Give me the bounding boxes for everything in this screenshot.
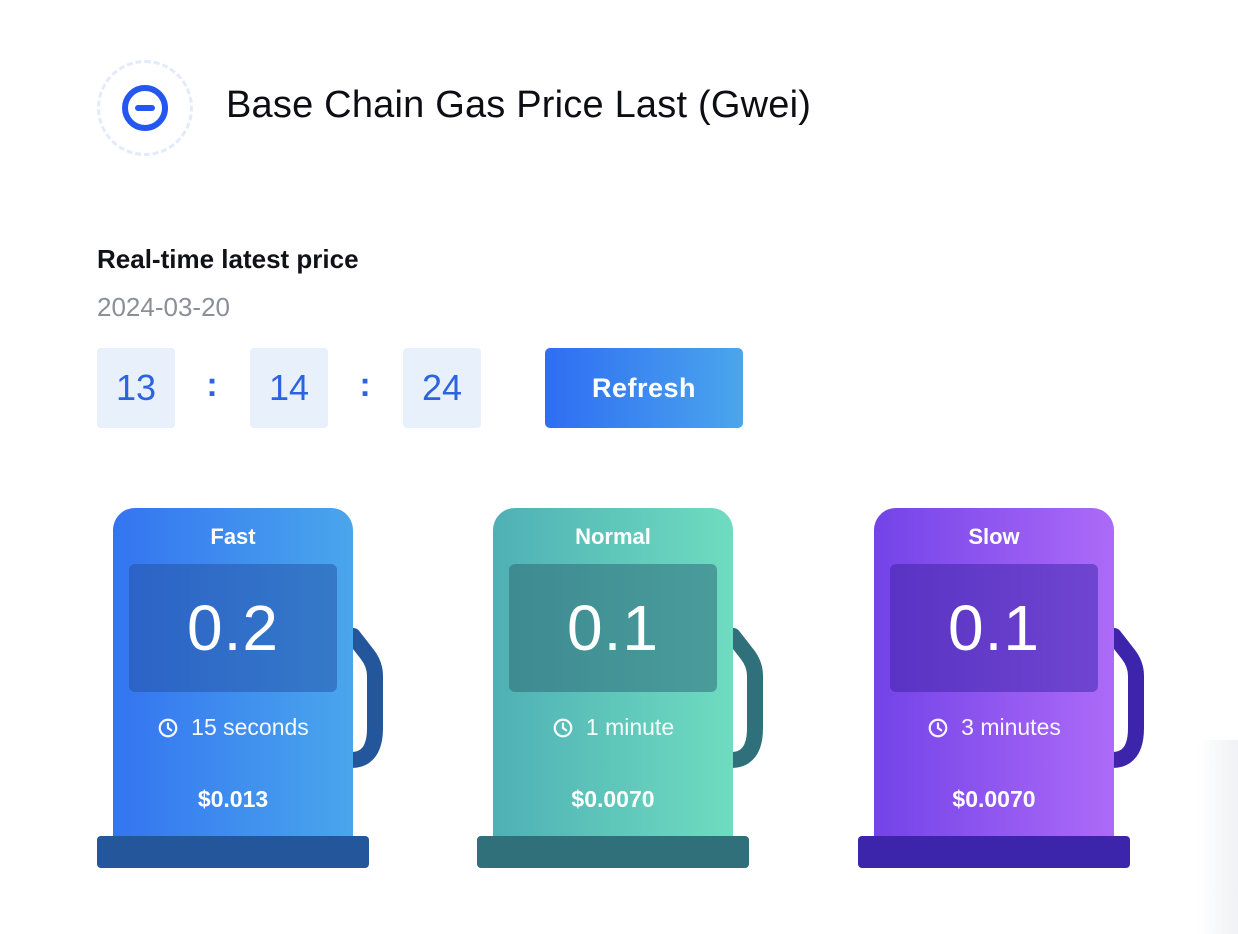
base-chain-logo-icon [97, 60, 193, 156]
edge-shadow [1198, 740, 1238, 934]
clock-separator: : [206, 366, 218, 404]
pump-screen: 0.1 [509, 564, 717, 692]
gas-price-value: 0.1 [948, 592, 1040, 664]
realtime-heading: Real-time latest price [97, 244, 359, 274]
page-title: Base Chain Gas Price Last (Gwei) [226, 84, 812, 126]
clock-icon [158, 718, 178, 737]
usd-cost: $0.0070 [952, 786, 1036, 812]
pump-slow: Slow 0.1 3 minutes $0.0070 [858, 508, 1178, 870]
confirm-time: 1 minute [493, 714, 733, 741]
clock-minutes: 14 [250, 348, 328, 428]
pump-hose-icon [343, 628, 383, 768]
confirm-time-text: 3 minutes [961, 714, 1061, 740]
pump-fast: Fast 0.2 15 seconds $0.013 [97, 508, 417, 870]
pump-screen: 0.1 [890, 564, 1098, 692]
confirm-time: 15 seconds [113, 714, 353, 741]
clock-seconds: 24 [403, 348, 481, 428]
pump-body: Fast 0.2 15 seconds $0.013 [113, 508, 353, 838]
clock-separator: : [359, 366, 371, 404]
confirm-time: 3 minutes [874, 714, 1114, 741]
pump-body: Slow 0.1 3 minutes $0.0070 [874, 508, 1114, 838]
clock-hours: 13 [97, 348, 175, 428]
pump-base [97, 836, 369, 868]
pump-hose-icon [723, 628, 763, 768]
pump-normal: Normal 0.1 1 minute $0.0070 [477, 508, 797, 870]
pump-screen: 0.2 [129, 564, 337, 692]
pump-base [477, 836, 749, 868]
pump-hose-icon [1104, 628, 1144, 768]
clock-icon [553, 718, 573, 737]
clock-icon [928, 718, 948, 737]
confirm-time-text: 15 seconds [191, 714, 309, 740]
usd-cost: $0.0070 [571, 786, 655, 812]
confirm-time-text: 1 minute [585, 714, 675, 740]
pump-label: Normal [575, 524, 651, 549]
pump-body: Normal 0.1 1 minute $0.0070 [493, 508, 733, 838]
usd-cost: $0.013 [197, 786, 269, 812]
gas-price-value: 0.1 [567, 592, 659, 664]
gas-price-value: 0.2 [187, 592, 279, 664]
pump-label: Slow [968, 524, 1020, 549]
pump-label: Fast [210, 524, 256, 549]
refresh-button[interactable]: Refresh [545, 348, 743, 428]
realtime-date: 2024-03-20 [97, 292, 230, 322]
pump-base [858, 836, 1130, 868]
